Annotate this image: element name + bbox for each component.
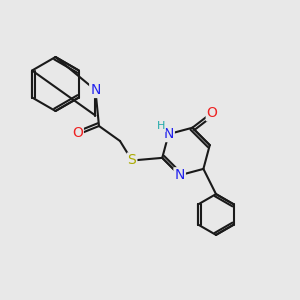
Text: N: N — [174, 168, 185, 182]
Text: N: N — [164, 127, 174, 141]
Text: H: H — [157, 121, 165, 131]
Text: N: N — [90, 83, 100, 97]
Text: S: S — [128, 154, 136, 167]
Text: O: O — [72, 127, 83, 140]
Text: O: O — [207, 106, 218, 120]
